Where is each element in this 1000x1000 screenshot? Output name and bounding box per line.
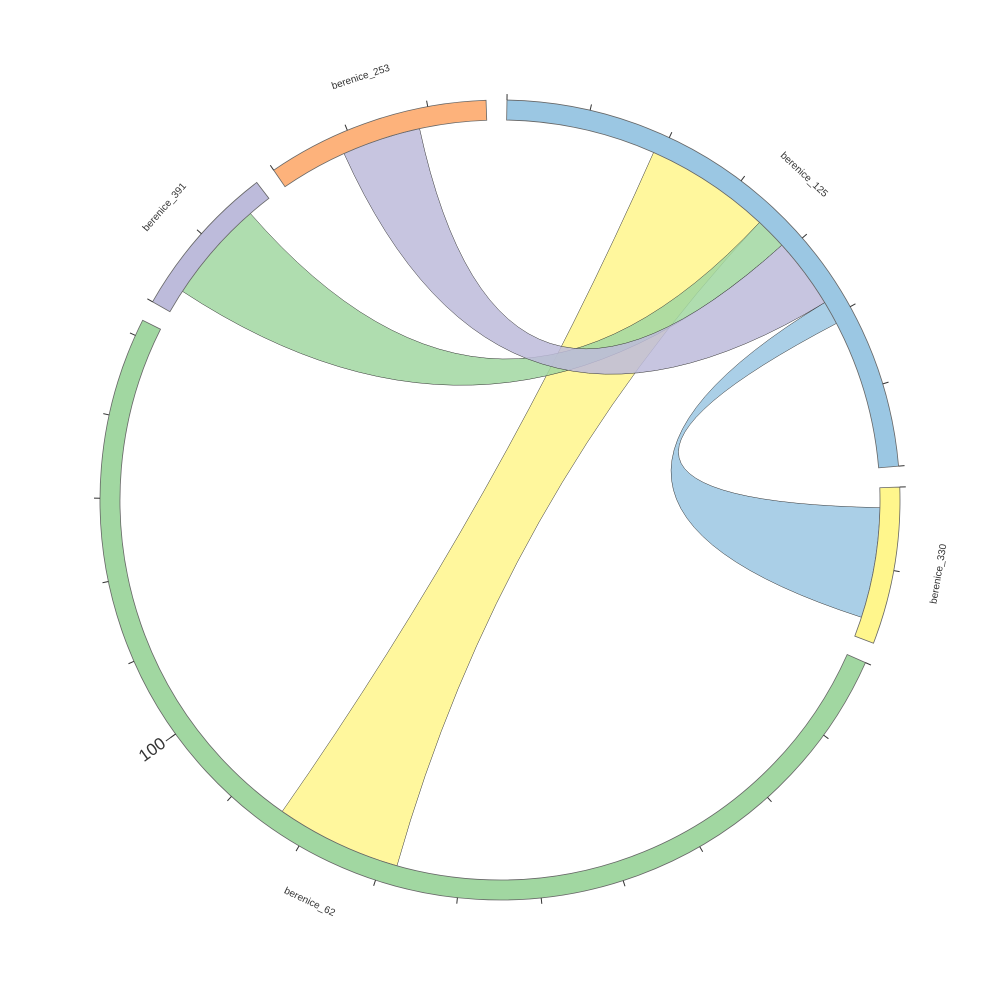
- tick-mark: [373, 879, 376, 886]
- tick-mark: [767, 797, 772, 803]
- tick-mark: [227, 796, 232, 802]
- tick-mark: [344, 124, 348, 131]
- group-arc: [99, 319, 866, 901]
- group-arc: [273, 99, 488, 188]
- tick-mark: [893, 570, 900, 573]
- tick-mark: [622, 880, 626, 887]
- group-arc: [152, 181, 270, 313]
- tick-mark: [147, 298, 153, 303]
- tick-mark: [699, 846, 704, 853]
- tick-mark: [103, 413, 110, 416]
- group-arc: [854, 486, 901, 644]
- tick-mark: [589, 104, 592, 111]
- tick-mark: [882, 381, 889, 385]
- tick-mark: [426, 100, 429, 107]
- tick-mark: [102, 581, 109, 584]
- tick-mark: [865, 662, 872, 666]
- ribbons: [182, 128, 881, 867]
- group-label: berenice_330: [928, 543, 949, 605]
- tick-mark: [823, 734, 829, 740]
- tick-mark: [129, 332, 136, 336]
- group-label: berenice_125: [778, 150, 830, 200]
- tick-mark: [128, 660, 135, 665]
- tick-mark: [849, 303, 856, 308]
- tick-mark: [801, 233, 808, 239]
- tick-label: 100: [135, 734, 169, 766]
- tick-mark: [740, 175, 746, 182]
- tick-mark: [165, 733, 176, 742]
- group-label: berenice_253: [330, 63, 391, 93]
- group-label: berenice_391: [141, 181, 189, 234]
- group-label: berenice_62: [282, 886, 337, 920]
- tick-mark: [295, 845, 300, 852]
- tick-mark: [668, 131, 673, 138]
- tick-mark: [269, 164, 275, 171]
- tick-mark: [540, 897, 543, 904]
- group-arc: [506, 99, 899, 469]
- tick-mark: [898, 465, 905, 467]
- tick-mark: [196, 229, 202, 235]
- tick-mark: [456, 897, 458, 904]
